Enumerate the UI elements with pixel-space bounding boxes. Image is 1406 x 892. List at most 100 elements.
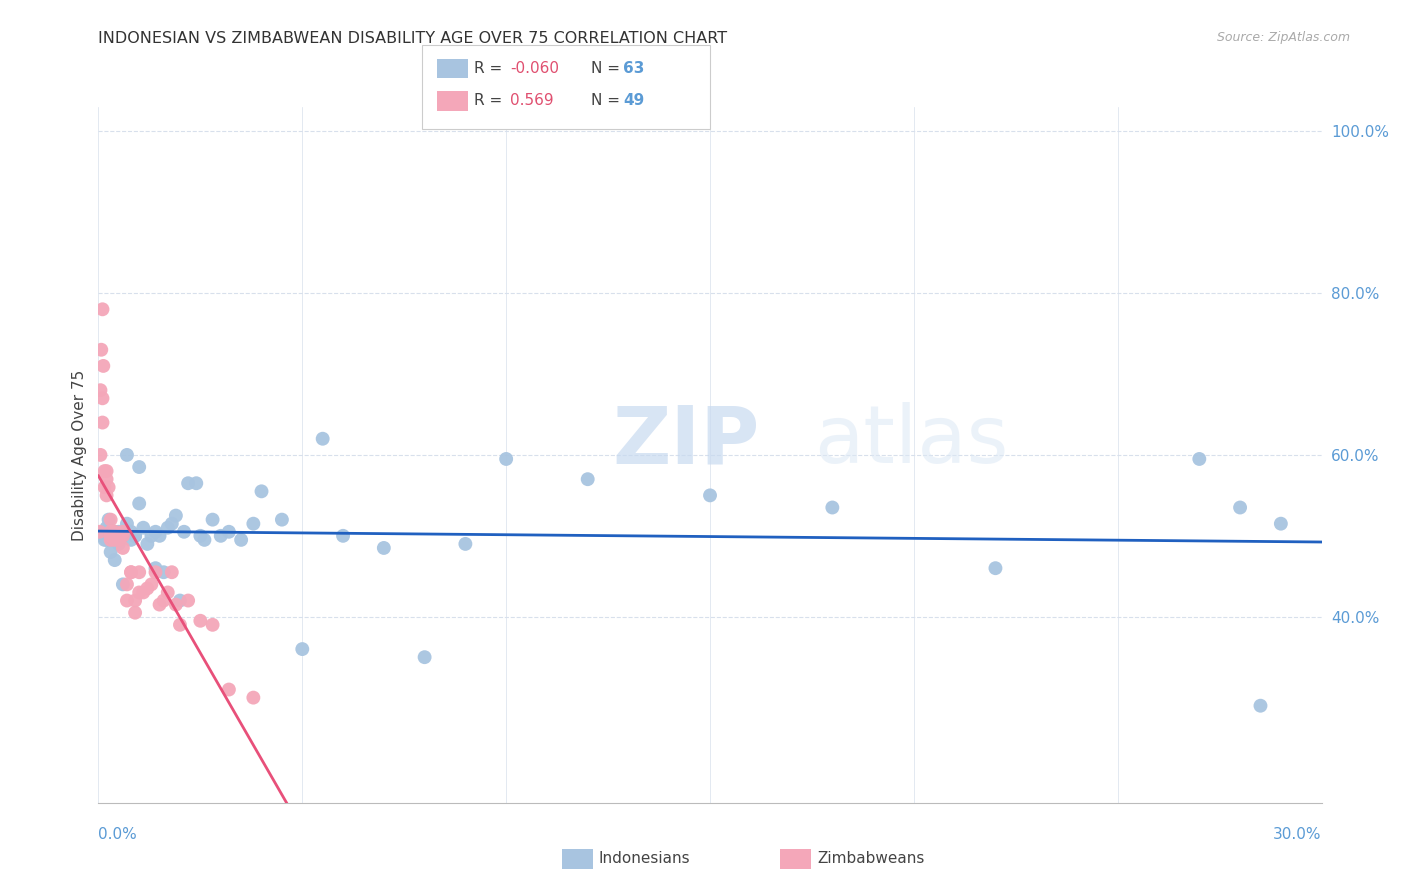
Point <box>91 416 114 430</box>
Point <box>149 529 172 543</box>
Point <box>93 480 115 494</box>
Text: Indonesians: Indonesians <box>599 851 690 865</box>
Text: atlas: atlas <box>814 402 1008 480</box>
Point <box>270 513 294 527</box>
Point <box>699 488 721 502</box>
Point <box>156 521 179 535</box>
Text: Source: ZipAtlas.com: Source: ZipAtlas.com <box>1216 31 1350 45</box>
Text: R =: R = <box>474 94 512 108</box>
Point <box>89 524 111 539</box>
Point <box>97 480 120 494</box>
Point <box>100 513 122 527</box>
Point <box>104 524 127 539</box>
Point <box>242 516 264 531</box>
Text: N =: N = <box>591 62 624 76</box>
Point <box>128 566 150 580</box>
Point <box>100 533 122 547</box>
Point <box>128 460 150 475</box>
Point <box>136 537 159 551</box>
Point <box>93 464 115 478</box>
Point <box>100 545 122 559</box>
Point <box>104 529 127 543</box>
Point <box>177 476 200 491</box>
Text: INDONESIAN VS ZIMBABWEAN DISABILITY AGE OVER 75 CORRELATION CHART: INDONESIAN VS ZIMBABWEAN DISABILITY AGE … <box>98 31 727 46</box>
Point <box>186 476 208 491</box>
Point <box>96 488 118 502</box>
Text: 63: 63 <box>623 62 644 76</box>
Point <box>169 617 191 632</box>
Text: 0.569: 0.569 <box>510 94 554 108</box>
Point <box>141 577 163 591</box>
Point <box>120 533 142 547</box>
Point <box>1229 500 1251 515</box>
Text: R =: R = <box>474 62 508 76</box>
Point <box>132 585 155 599</box>
Point <box>124 606 146 620</box>
Point <box>120 566 142 580</box>
Point <box>120 524 142 539</box>
Point <box>821 500 844 515</box>
Point <box>124 529 146 543</box>
Point <box>97 513 120 527</box>
Point <box>145 561 167 575</box>
Text: Zimbabweans: Zimbabweans <box>817 851 924 865</box>
Point <box>111 541 134 555</box>
Point <box>576 472 599 486</box>
Point <box>188 529 212 543</box>
Point <box>312 432 335 446</box>
Point <box>193 533 215 547</box>
Point <box>250 484 273 499</box>
Point <box>160 516 183 531</box>
Text: 30.0%: 30.0% <box>1274 827 1322 841</box>
Point <box>242 690 264 705</box>
Point <box>104 524 127 539</box>
Point <box>91 302 114 317</box>
Point <box>188 614 212 628</box>
Point <box>1188 452 1211 467</box>
Point <box>115 593 138 607</box>
Point <box>90 343 112 357</box>
Point <box>332 529 354 543</box>
Point <box>104 553 127 567</box>
Point <box>108 524 131 539</box>
Point <box>115 516 138 531</box>
Point <box>96 464 118 478</box>
Point <box>231 533 253 547</box>
Point <box>100 524 122 539</box>
Point <box>145 524 167 539</box>
Point <box>96 533 118 547</box>
Point <box>91 392 114 406</box>
Point <box>89 448 111 462</box>
Point <box>111 529 134 543</box>
Point <box>120 566 142 580</box>
Point <box>218 682 240 697</box>
Point <box>165 508 187 523</box>
Point <box>454 537 477 551</box>
Text: -0.060: -0.060 <box>510 62 560 76</box>
Point <box>165 598 187 612</box>
Point <box>91 529 114 543</box>
Point <box>160 566 183 580</box>
Point <box>1249 698 1271 713</box>
Point <box>128 496 150 510</box>
Point <box>104 533 127 547</box>
Point <box>149 598 172 612</box>
Point <box>89 383 111 397</box>
Point <box>145 566 167 580</box>
Point <box>100 529 122 543</box>
Point <box>152 566 174 580</box>
Point <box>132 521 155 535</box>
Point <box>93 533 115 547</box>
Point <box>111 529 134 543</box>
Point <box>115 448 138 462</box>
Point <box>173 524 195 539</box>
Point <box>108 529 131 543</box>
Point <box>91 359 114 373</box>
Point <box>177 593 200 607</box>
Point <box>111 577 134 591</box>
Point <box>124 529 146 543</box>
Point <box>104 529 127 543</box>
Point <box>152 593 174 607</box>
Point <box>136 582 159 596</box>
Point <box>108 537 131 551</box>
